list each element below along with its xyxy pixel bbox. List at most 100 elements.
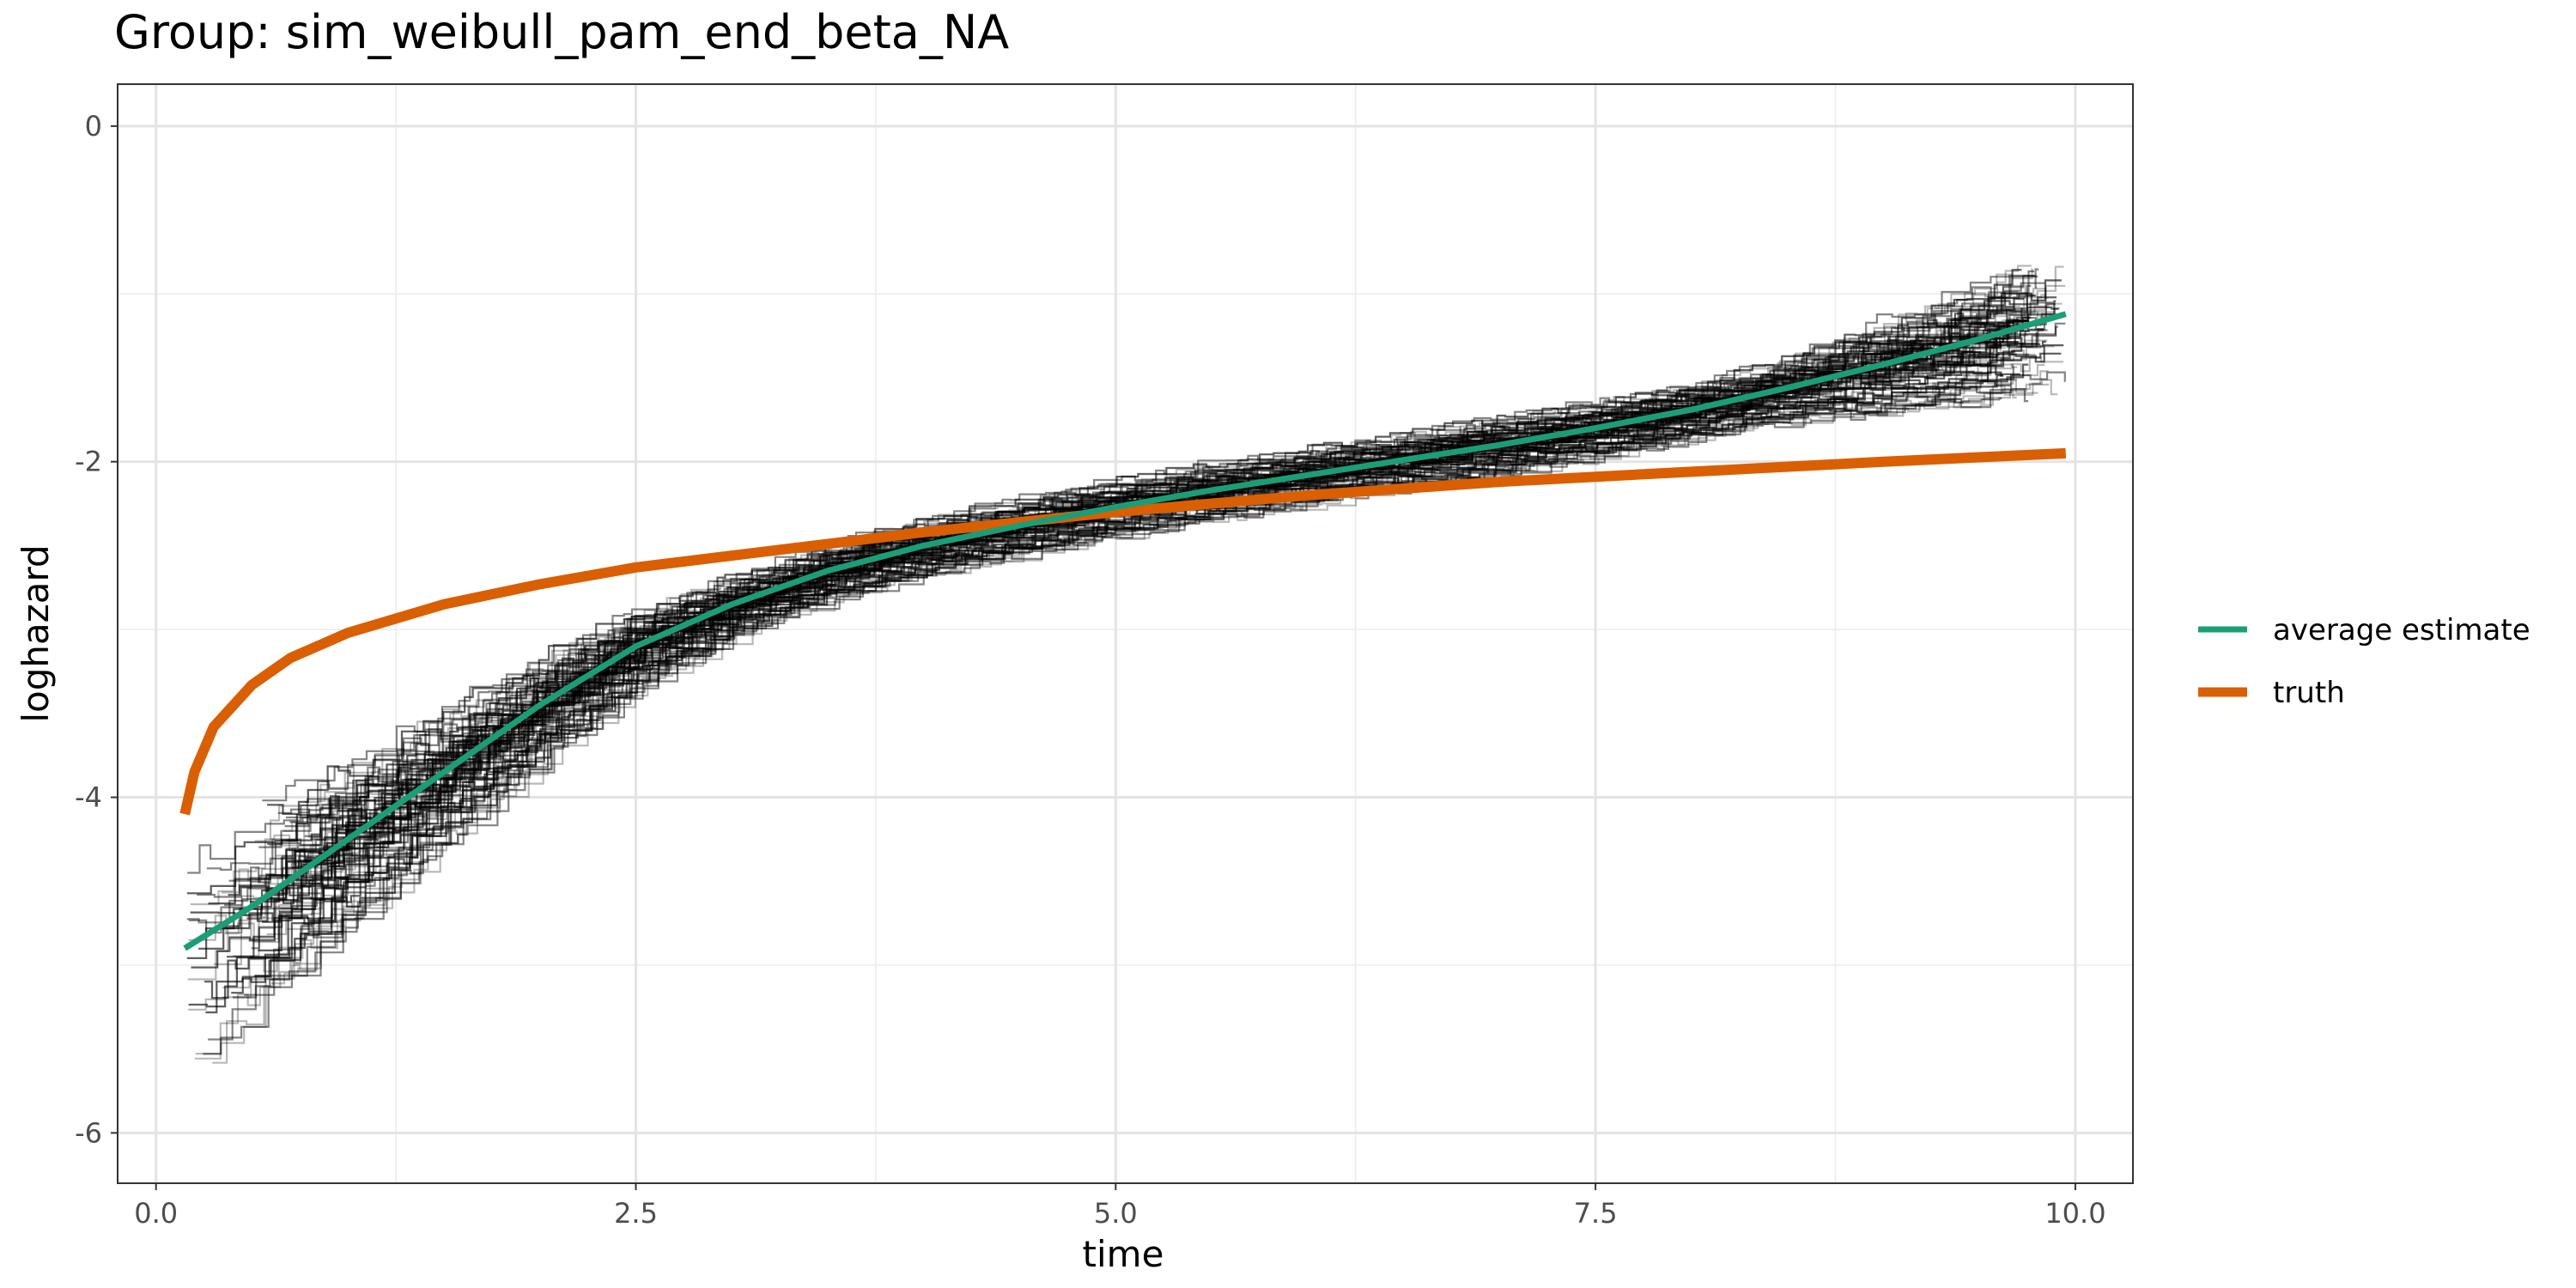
series-layer (179, 311, 2067, 951)
replicate-curve (208, 397, 2002, 1041)
replicate-curve (276, 306, 2021, 857)
replicate-curve (304, 264, 2032, 804)
replicate-curve (285, 270, 2035, 819)
y-tick-label: -2 (75, 446, 102, 478)
chart-title: Group: sim_weibull_pam_end_beta_NA (114, 5, 1010, 59)
x-tick-label: 0.0 (134, 1197, 178, 1230)
replicate-curve (286, 297, 2025, 841)
legend: average estimate truth (2198, 613, 2530, 710)
replicate-curve (244, 365, 2014, 996)
replicate-curve (258, 296, 2026, 848)
replicate-curve (188, 352, 2062, 1008)
replicate-curve (284, 284, 2032, 828)
replicate-curve (203, 388, 2029, 1055)
replicate-curve (198, 327, 2017, 950)
replicate-curve (309, 374, 2003, 933)
replicate-curve (317, 273, 2014, 802)
replicate-curve (310, 321, 2004, 841)
replicate-curve (204, 364, 2020, 999)
replicate-curve (186, 296, 2057, 895)
y-tick-label: -4 (75, 781, 102, 814)
replicate-curve (250, 350, 2016, 958)
replicate-curve (206, 295, 2036, 871)
replicate-curve (232, 371, 2066, 999)
replicate-curve (208, 300, 2057, 905)
replicate-curve (298, 282, 2045, 814)
replicate-curve (231, 380, 2011, 994)
replicate-curve (272, 374, 2017, 959)
replicate-curve (298, 282, 2045, 814)
replicate-curve (277, 291, 2035, 821)
replicate-curve (285, 270, 2035, 819)
replicate-curve (319, 333, 2055, 873)
replicate-curve (195, 379, 2058, 1055)
replicate-curve (198, 327, 2017, 950)
replicate-curve (309, 374, 2003, 933)
legend-label-truth: truth (2273, 676, 2345, 710)
replicate-curve (231, 380, 2011, 994)
replicate-curve (197, 310, 2022, 898)
replicate-curve (289, 275, 2038, 823)
replicate-curve (187, 268, 2039, 874)
replicate-curve (208, 300, 2057, 905)
replicate-curve (186, 296, 2057, 895)
replicate-curve (188, 352, 2062, 1008)
replicate-curve (231, 380, 2011, 994)
replicate-curve (206, 295, 2036, 871)
replicate-curve (203, 388, 2029, 1055)
replicate-curve (222, 343, 2041, 930)
replicate-curve (286, 297, 2025, 841)
replicate-curve (262, 276, 2038, 802)
replicate-curve (267, 279, 2062, 845)
replicate-curve (244, 365, 2014, 996)
replicate-curve (254, 363, 2029, 977)
replicate-curve (205, 371, 2004, 1014)
replicate-curve (277, 291, 2035, 821)
replicate-curve (267, 269, 2022, 815)
replicate-curve (204, 364, 2020, 999)
replicate-curve (227, 337, 2046, 958)
y-tick-label: -6 (75, 1116, 102, 1149)
replicate-curve (195, 378, 2038, 1060)
replicate-curve (310, 321, 2004, 841)
replicate-curve (187, 268, 2039, 874)
x-tick-label: 10.0 (2044, 1197, 2105, 1230)
y-axis-title: loghazard (15, 544, 57, 722)
plot-panel (118, 84, 2133, 1183)
replicate-curve (222, 356, 2063, 989)
y-tick-label: 0 (85, 110, 102, 143)
replicate-curve (309, 374, 2003, 933)
replicate-curve (267, 269, 2022, 815)
replicate-curve (190, 288, 2048, 906)
replicate-curve (283, 265, 2064, 832)
replicate-curve (222, 343, 2041, 930)
x-axis-title: time (1083, 1233, 1164, 1275)
replicate-curve (198, 327, 2017, 950)
replicate-curve (212, 391, 2017, 1064)
replicate-curve (205, 371, 2004, 1014)
replicate-curve (250, 350, 2016, 958)
replicate-curve (232, 371, 2066, 999)
replicate-curve (304, 306, 2015, 837)
replicate-curve (204, 364, 2020, 999)
replicate-curve (227, 337, 2046, 958)
replicate-curve (250, 350, 2016, 958)
replicate-curve (284, 284, 2032, 828)
replicate-curve (188, 363, 2045, 1011)
replicate-curve (304, 306, 2015, 837)
average-estimate-line (183, 311, 2067, 951)
replicate-curve (267, 269, 2022, 815)
replicate-curve (205, 371, 2004, 1014)
replicate-curve (188, 352, 2062, 1008)
replicate-curve (289, 275, 2038, 823)
replicate-curve (208, 397, 2002, 1041)
replicate-curve (286, 297, 2025, 841)
replicate-curve (254, 363, 2029, 977)
replicate-curve (186, 296, 2057, 895)
ticks-layer: 0.0 2.5 5.0 7.5 10.0 0 -2 -4 -6 (75, 110, 2105, 1230)
replicate-curve (258, 296, 2026, 848)
replicate-curve (208, 300, 2057, 905)
grid-layer (118, 84, 2133, 1183)
replicate-curve (187, 339, 2048, 981)
